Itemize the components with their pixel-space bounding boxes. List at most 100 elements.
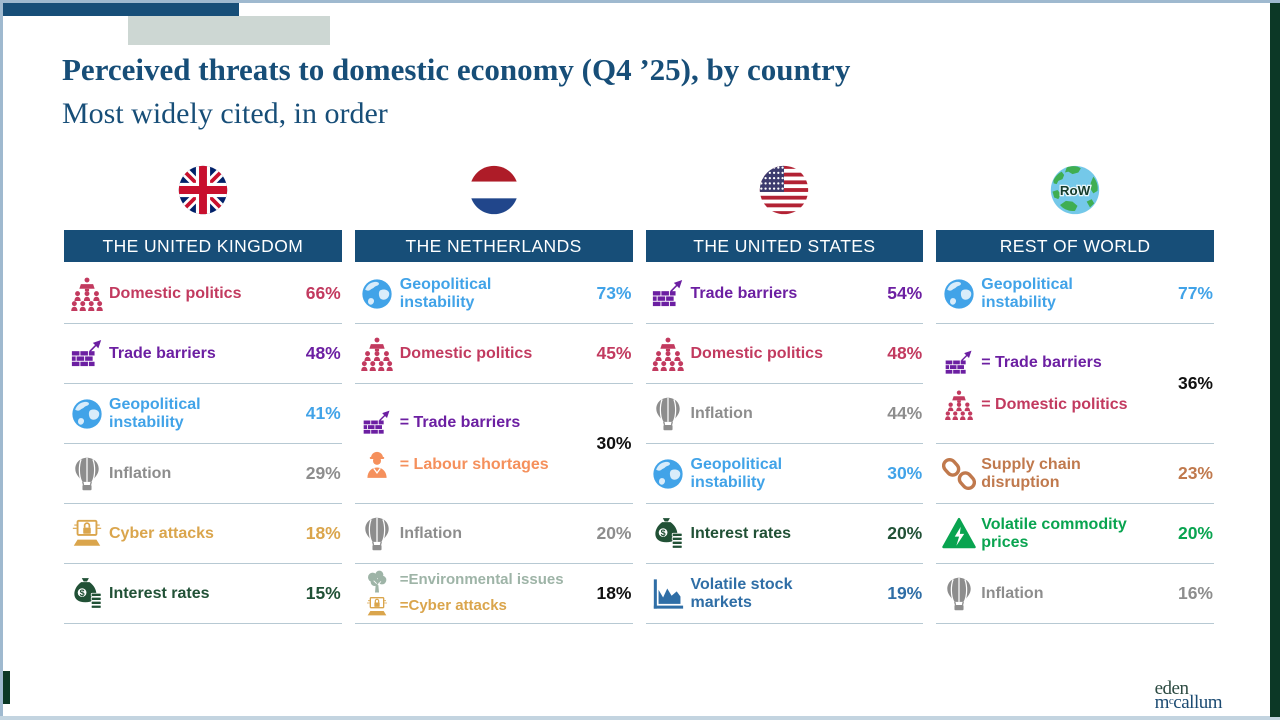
threat-value: 48% — [305, 343, 341, 363]
threat-value: 54% — [887, 283, 923, 303]
logo-sup-c: c — [1168, 695, 1174, 707]
interest-rates-icon: $ — [646, 517, 691, 551]
threat-row: = Trade barriers = Domestic politics 36% — [936, 324, 1214, 444]
threat-entry: = Domestic politics — [936, 390, 1128, 420]
supply-chain-disruption-icon — [936, 457, 981, 491]
threat-value: 41% — [305, 403, 341, 423]
threat-value: 44% — [887, 403, 923, 423]
threat-row: Geopolitical instability 77% — [936, 264, 1214, 324]
threat-value: 30% — [596, 433, 632, 453]
svg-text:RoW: RoW — [1060, 183, 1091, 198]
domestic-politics-icon — [936, 390, 981, 420]
logo-callum: callum — [1173, 692, 1222, 713]
top-navy-accent-bar — [0, 3, 239, 16]
threat-label: =Environmental issues — [399, 571, 564, 589]
threat-row: =Environmental issues =Cyber attacks 18% — [354, 564, 633, 624]
threat-value: 48% — [887, 343, 923, 363]
geopolitical-instability-icon — [64, 397, 109, 431]
column-us: THE UNITED STATES Trade barriers 54% Domest… — [645, 156, 924, 624]
threat-row: Geopolitical instability 30% — [645, 444, 924, 504]
threat-value: 20% — [1177, 523, 1213, 543]
us-flag — [646, 162, 924, 218]
threat-row: Geopolitical instability 73% — [354, 264, 633, 324]
trade-barriers-icon — [64, 337, 109, 371]
threat-row: Volatile stock markets 19% — [645, 564, 924, 624]
trade-barriers-icon — [936, 348, 981, 378]
threat-value: 29% — [305, 463, 341, 483]
threat-entry: =Environmental issues — [355, 569, 564, 593]
threat-value: 20% — [596, 523, 632, 543]
environmental-issues-icon — [355, 569, 400, 593]
threat-label: Domestic politics — [690, 344, 823, 362]
threat-value: 20% — [887, 523, 923, 543]
threat-row: Cyber attacks 18% — [64, 504, 342, 564]
threat-value: 18% — [596, 583, 632, 603]
page-title: Perceived threats to domestic economy (Q… — [62, 52, 851, 87]
inflation-icon — [936, 577, 981, 611]
threat-value: 16% — [1177, 583, 1213, 603]
threat-value: 66% — [305, 283, 341, 303]
threat-entries: = Trade barriers = Domestic politics — [936, 348, 1128, 420]
threat-label: Inflation — [981, 584, 1044, 602]
threat-value: 30% — [887, 463, 923, 483]
threat-value: 45% — [596, 343, 632, 363]
trade-barriers-icon — [646, 277, 691, 311]
labour-shortages-icon — [355, 450, 400, 480]
threat-label: Geopolitical instability — [109, 395, 201, 431]
threat-label: Supply chain disruption — [981, 455, 1081, 491]
trade-barriers-icon — [355, 408, 400, 438]
threat-label: Geopolitical instability — [399, 275, 492, 311]
threat-entry: = Trade barriers — [936, 348, 1127, 378]
column-header-us: THE UNITED STATES — [645, 230, 924, 262]
threat-row: Inflation 29% — [64, 444, 342, 504]
threat-label: Volatile commodity prices — [981, 515, 1127, 551]
volatile-commodity-prices-icon — [936, 517, 981, 551]
threat-value: 36% — [1177, 373, 1213, 393]
column-netherlands: THE NETHERLANDS Geopolitical instability 7… — [354, 156, 633, 624]
threat-row: $ Interest rates 15% — [64, 564, 342, 624]
threat-entries: =Environmental issues =Cyber attacks — [355, 569, 564, 619]
threat-value: 19% — [887, 583, 923, 603]
threat-label: Domestic politics — [399, 344, 533, 362]
logo-line-mccallum: mccallum — [1154, 692, 1223, 713]
threat-row: = Trade barriers = Labour shortages 30% — [354, 384, 633, 504]
threat-entry: = Labour shortages — [355, 450, 549, 480]
geopolitical-instability-icon — [646, 457, 691, 491]
netherlands-flag — [355, 162, 633, 218]
slide-border-left — [0, 0, 3, 720]
threat-label: Geopolitical instability — [981, 275, 1073, 311]
threat-label: = Trade barriers — [399, 413, 521, 431]
threat-value: 73% — [596, 283, 632, 303]
country-columns: THE UNITED KINGDOM Domestic politics 66% Tr… — [64, 156, 1214, 624]
column-header-netherlands: THE NETHERLANDS — [354, 230, 633, 262]
threat-label: Inflation — [399, 524, 462, 542]
threat-label: Trade barriers — [109, 344, 216, 362]
threat-row: Supply chain disruption 23% — [936, 444, 1214, 504]
volatile-stock-markets-icon — [646, 577, 691, 611]
threat-row: Domestic politics 66% — [64, 264, 342, 324]
threat-row: Trade barriers 48% — [64, 324, 342, 384]
threat-row: $ Interest rates 20% — [645, 504, 924, 564]
slide-border-bottom — [0, 716, 1280, 720]
threat-label: = Labour shortages — [399, 455, 549, 473]
gray-accent-block — [128, 16, 330, 45]
uk-flag — [64, 162, 342, 218]
column-uk: THE UNITED KINGDOM Domestic politics 66% Tr… — [64, 156, 342, 624]
threat-label: Inflation — [690, 404, 753, 422]
column-header-row: REST OF WORLD — [936, 230, 1214, 262]
logo-line-eden: eden — [1154, 678, 1189, 699]
inflation-icon — [64, 457, 109, 491]
threat-value: 18% — [305, 523, 341, 543]
threat-row: Inflation 44% — [645, 384, 924, 444]
threat-entry: = Trade barriers — [355, 408, 549, 438]
threat-label: Interest rates — [109, 584, 210, 602]
threat-label: Volatile stock markets — [690, 575, 793, 611]
threat-label: = Trade barriers — [981, 353, 1102, 371]
threat-value: 15% — [305, 583, 341, 603]
column-row: RoW REST OF WORLD Geopolitical instability… — [936, 156, 1214, 624]
threat-label: Interest rates — [690, 524, 792, 542]
page-subtitle: Most widely cited, in order — [62, 97, 388, 130]
logo-m: m — [1154, 692, 1170, 713]
threat-label: =Cyber attacks — [399, 597, 507, 615]
svg-text:$: $ — [79, 587, 84, 597]
